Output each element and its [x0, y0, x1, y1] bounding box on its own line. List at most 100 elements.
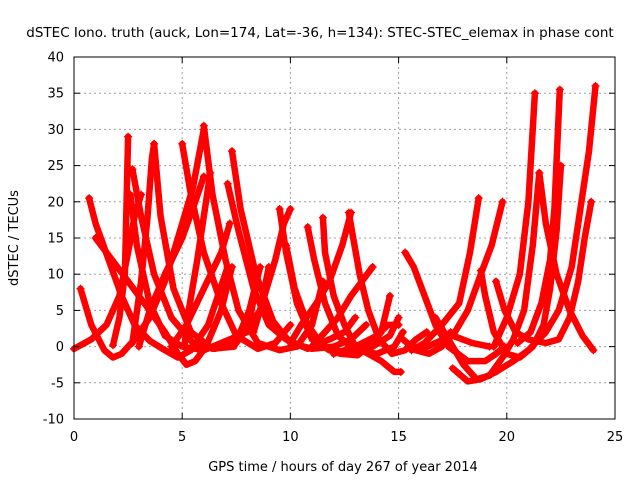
y-tick-label: 0: [56, 340, 64, 355]
axis-ticks: 0 5 10 15 20 25 -10 -5 0 5 10 15 20 25 30 35 40: [43, 51, 624, 446]
data-series-track: [329, 320, 403, 358]
data-point-marker: [346, 208, 355, 217]
data-series-track: [513, 85, 564, 347]
data-point-marker: [591, 81, 600, 90]
data-series-track: [108, 132, 133, 350]
data-track-line: [304, 223, 407, 358]
x-tick-label: 5: [178, 430, 186, 445]
data-point-marker: [286, 338, 295, 347]
data-track-line: [168, 220, 234, 350]
data-point-marker: [394, 313, 403, 322]
data-point-marker: [150, 139, 159, 148]
data-point-marker: [491, 277, 500, 286]
x-tick-label: 15: [390, 430, 407, 445]
data-point-marker: [275, 205, 284, 214]
data-point-marker: [76, 284, 85, 293]
data-track-line: [408, 194, 482, 354]
x-tick-label: 10: [282, 430, 299, 445]
data-point-marker: [448, 364, 457, 373]
data-point-marker: [474, 194, 483, 203]
data-series-track: [178, 139, 295, 353]
data-point-marker: [362, 320, 371, 329]
data-series-track: [303, 223, 407, 358]
y-tick-label: 25: [47, 159, 64, 174]
data-series-track: [308, 262, 377, 351]
data-point-marker: [282, 241, 291, 250]
data-point-marker: [85, 194, 94, 203]
data-track-line: [492, 198, 595, 347]
y-tick-label: -10: [43, 413, 64, 428]
data-point-marker: [223, 179, 232, 188]
data-point-marker: [398, 328, 407, 337]
data-track-line: [308, 263, 376, 350]
y-tick-label: 30: [47, 123, 64, 138]
data-point-marker: [530, 89, 539, 98]
data-point-marker: [498, 197, 507, 206]
data-series-track: [91, 234, 236, 368]
data-series-track: [535, 168, 598, 355]
data-point-marker: [385, 291, 394, 300]
data-point-marker: [401, 248, 410, 257]
y-tick-label: -5: [51, 376, 64, 391]
y-tick-label: 15: [47, 232, 64, 247]
data-track-line: [401, 249, 508, 365]
data-track-line: [416, 332, 493, 354]
data-series-track: [286, 208, 355, 347]
data-series-track: [448, 81, 600, 385]
y-tick-label: 10: [47, 268, 64, 283]
data-point-marker: [303, 223, 312, 232]
x-tick-label: 0: [70, 430, 78, 445]
data-track-line: [135, 173, 208, 350]
y-tick-label: 35: [47, 87, 64, 102]
data-track-line: [92, 234, 236, 368]
data-track-line: [178, 140, 294, 353]
data-point-marker: [128, 338, 137, 347]
data-track-line: [109, 133, 132, 349]
data-point-marker: [128, 165, 137, 174]
data-point-marker: [513, 338, 522, 347]
data-track-line: [536, 169, 597, 354]
data-series-track: [491, 197, 596, 347]
data-point-marker: [446, 328, 455, 337]
data-series: [70, 81, 600, 385]
data-point-marker: [587, 197, 596, 206]
data-point-marker: [394, 320, 403, 329]
data-point-marker: [422, 328, 431, 337]
data-track-line: [432, 169, 543, 383]
data-point-marker: [368, 262, 377, 271]
x-axis-label: GPS time / hours of day 267 of year 2014: [208, 460, 478, 475]
data-track-line: [514, 86, 564, 347]
x-tick-label: 20: [499, 430, 516, 445]
data-point-marker: [180, 342, 189, 351]
data-point-marker: [126, 190, 135, 199]
x-tick-label: 25: [607, 430, 624, 445]
data-point-marker: [589, 346, 598, 355]
data-point-marker: [431, 313, 440, 322]
data-point-marker: [91, 234, 100, 242]
data-track-line: [330, 321, 402, 358]
data-point-marker: [249, 328, 258, 337]
data-point-marker: [555, 85, 564, 94]
y-axis-label: dSTEC / TECUs: [7, 190, 22, 286]
data-point-marker: [286, 205, 295, 214]
data-series-track: [167, 219, 234, 351]
data-point-marker: [318, 213, 327, 222]
data-series-track: [398, 328, 455, 358]
data-point-marker: [485, 342, 494, 351]
data-point-marker: [535, 168, 544, 177]
data-track-line: [287, 209, 355, 347]
data-series-track: [249, 205, 295, 337]
data-point-marker: [134, 342, 143, 351]
data-point-marker: [398, 335, 407, 344]
data-point-marker: [108, 341, 117, 350]
data-point-marker: [227, 147, 236, 156]
y-tick-label: 5: [56, 304, 64, 319]
data-point-marker: [286, 320, 295, 329]
data-track-line: [490, 89, 539, 350]
data-point-marker: [178, 139, 187, 148]
data-track-line: [399, 328, 454, 358]
data-point-marker: [124, 132, 133, 141]
y-tick-label: 20: [47, 195, 64, 210]
data-track-line: [250, 205, 294, 336]
